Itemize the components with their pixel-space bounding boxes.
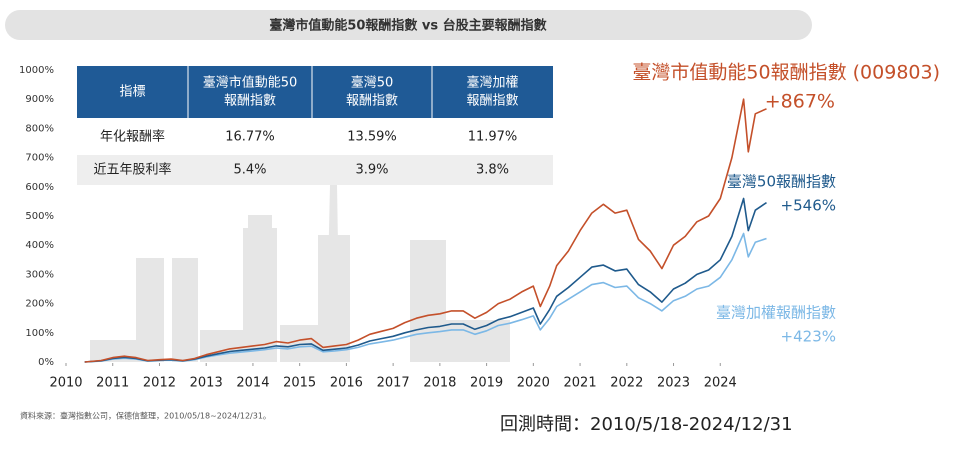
chart-title: 臺灣市值動能50報酬指數 vs 台股主要報酬指數 xyxy=(269,18,546,34)
table-cell: 3.9% xyxy=(355,163,388,178)
end-value-label: +546% xyxy=(781,197,836,215)
x-tick-label: 2022 xyxy=(610,376,643,391)
title-bar xyxy=(5,10,812,40)
table-row-header: 近五年股利率 xyxy=(93,162,171,178)
table-row-header: 年化報酬率 xyxy=(100,129,165,145)
x-tick-label: 2024 xyxy=(704,376,737,391)
x-tick-label: 2019 xyxy=(470,376,503,391)
x-tick-label: 2020 xyxy=(517,376,550,391)
y-tick-label: 900% xyxy=(25,94,54,105)
y-tick-label: 300% xyxy=(25,269,54,280)
table-header-bg xyxy=(77,66,553,118)
table-header: 報酬指數 xyxy=(346,94,398,109)
series-label: 臺灣加權報酬指數 xyxy=(716,304,836,322)
y-tick-label: 400% xyxy=(25,240,54,251)
table-cell: 13.59% xyxy=(347,130,397,145)
x-tick-label: 2012 xyxy=(143,376,176,391)
x-tick-label: 2016 xyxy=(330,376,363,391)
table-header: 報酬指數 xyxy=(224,94,276,109)
series-label: 臺灣市值動能50報酬指數 (009803) xyxy=(632,62,940,84)
series-label: 臺灣50報酬指數 xyxy=(727,173,836,191)
table-cell: 16.77% xyxy=(225,130,275,145)
source-note: 資料來源：臺灣指數公司，保德信整理，2010/05/18~2024/12/31。 xyxy=(20,411,271,421)
table-cell: 11.97% xyxy=(468,130,518,145)
x-tick-label: 2010 xyxy=(49,376,82,391)
end-value-label: +423% xyxy=(781,328,836,346)
table-row-bg xyxy=(77,118,553,155)
series-line xyxy=(84,98,767,363)
x-tick-label: 2017 xyxy=(377,376,410,391)
table-header: 臺灣市值動能50 xyxy=(203,75,298,91)
x-tick-label: 2021 xyxy=(564,376,597,391)
x-tick-label: 2011 xyxy=(96,376,129,391)
y-tick-label: 700% xyxy=(25,153,54,164)
end-value-label: +867% xyxy=(765,91,835,113)
y-tick-label: 600% xyxy=(25,182,54,193)
table-header: 報酬指數 xyxy=(466,94,518,109)
x-tick-label: 2018 xyxy=(423,376,456,391)
y-tick-label: 200% xyxy=(25,299,54,310)
table-header: 臺灣50 xyxy=(351,76,394,91)
y-tick-label: 100% xyxy=(25,328,54,339)
skyline xyxy=(90,185,510,362)
y-tick-label: 800% xyxy=(25,123,54,134)
table-cell: 5.4% xyxy=(233,163,266,178)
period-note: 回測時間：2010/5/18-2024/12/31 xyxy=(500,414,793,435)
table-header: 指標 xyxy=(119,85,145,100)
x-tick-label: 2023 xyxy=(657,376,690,391)
y-tick-label: 1000% xyxy=(19,65,54,76)
series-line xyxy=(84,197,767,363)
x-tick-label: 2014 xyxy=(236,376,269,391)
y-tick-label: 500% xyxy=(25,211,54,222)
table-cell: 3.8% xyxy=(476,163,509,178)
x-tick-label: 2013 xyxy=(190,376,223,391)
table-header: 臺灣加權 xyxy=(466,76,518,91)
table-row-bg xyxy=(77,155,553,185)
x-tick-label: 2015 xyxy=(283,376,316,391)
y-tick-label: 0% xyxy=(38,357,54,368)
